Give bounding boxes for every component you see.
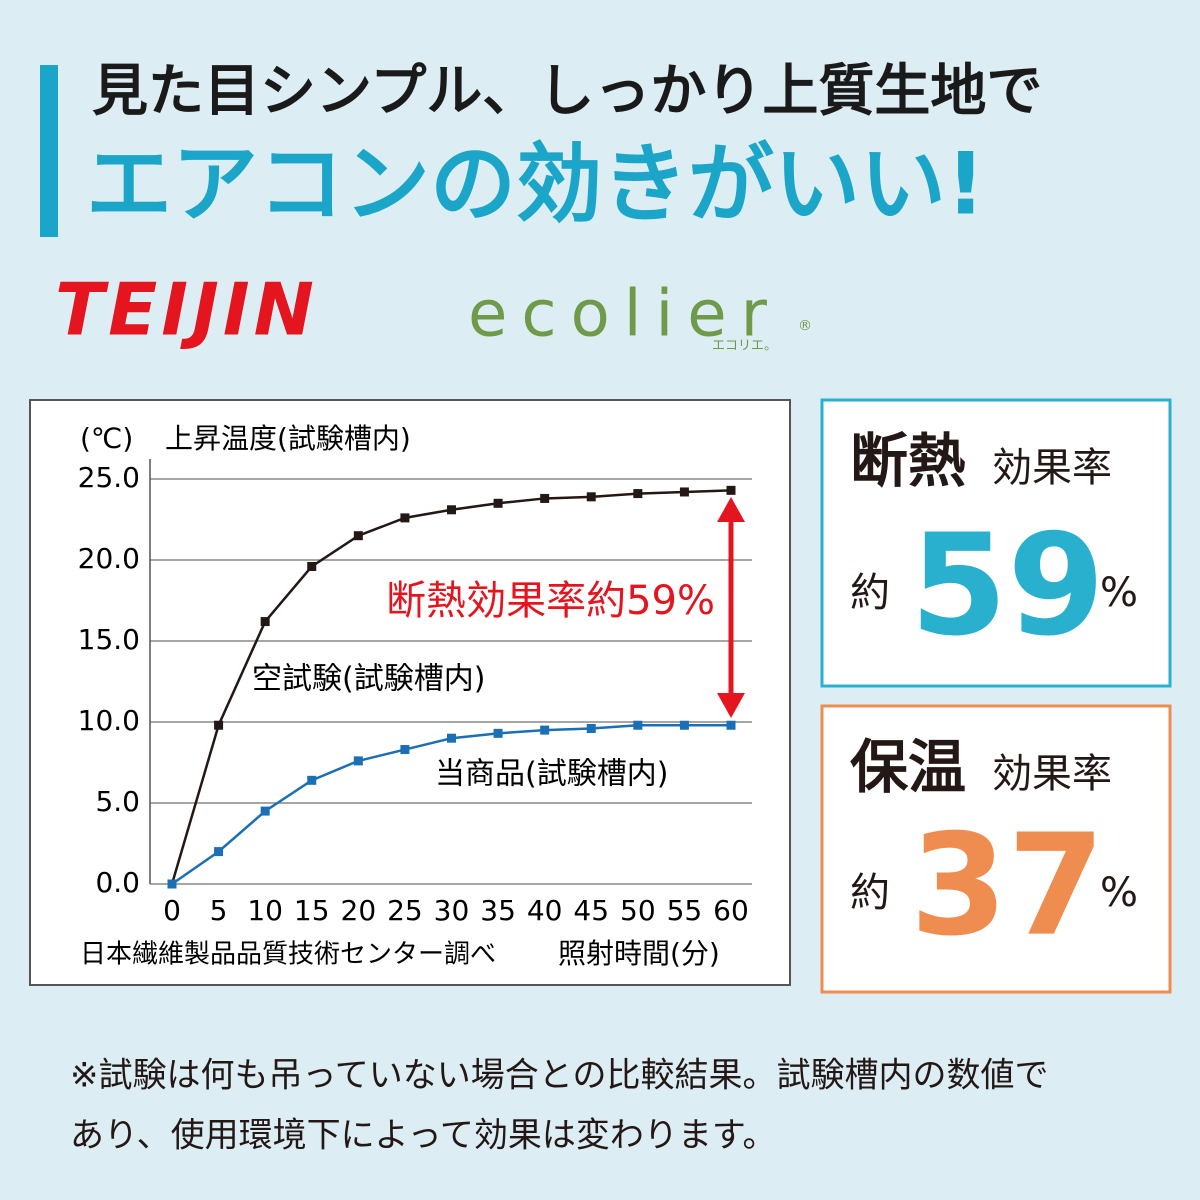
x-tick-label: 50 (620, 894, 656, 927)
point (540, 493, 550, 503)
x-tick-label: 60 (713, 894, 749, 927)
point (633, 489, 643, 499)
point (447, 733, 456, 743)
x-tick-label: 0 (163, 894, 181, 927)
point (586, 723, 596, 733)
series-label: 空試験(試験槽内) (252, 662, 485, 697)
point (540, 725, 550, 735)
x-tick-label: 40 (527, 894, 563, 927)
point (167, 879, 177, 889)
stat-value: 37 (910, 805, 1105, 968)
y-tick-label: 10.0 (78, 704, 140, 737)
stat-label: 断熱 (850, 427, 966, 495)
point (493, 498, 503, 508)
x-tick-label: 20 (341, 894, 377, 927)
logo-mark: ® (798, 318, 812, 334)
x-tick-label: 5 (210, 894, 228, 927)
heading-line1: 見た目シンプル、しっかり上質生地で (92, 59, 1042, 124)
logo-brand: TEIJIN (55, 268, 318, 352)
x-axis-label: 照射時間(分) (558, 937, 720, 970)
point (400, 745, 410, 755)
stat-unit: % (1100, 570, 1138, 616)
point (260, 806, 270, 816)
x-tick-label: 45 (573, 894, 609, 927)
x-tick-label: 10 (247, 894, 283, 927)
point (307, 561, 317, 571)
stat-prefix: 約 (850, 570, 890, 616)
stat-box (820, 398, 1172, 688)
source: 日本繊維製品品質技術センター調べ (80, 940, 496, 970)
x-tick-label: 55 (667, 894, 703, 927)
stat-box (820, 704, 1172, 994)
point (633, 720, 643, 730)
y-tick-label: 0.0 (95, 866, 140, 899)
series-label: 当商品(試験槽内) (435, 757, 668, 792)
logo-product: ecolier (468, 278, 781, 352)
point (214, 720, 224, 730)
point (214, 847, 224, 857)
stat-prefix: 約 (850, 870, 890, 916)
y-unit: (℃) (80, 422, 133, 455)
x-tick-label: 30 (434, 894, 470, 927)
point (353, 531, 363, 541)
chart: 0.0 5.0 10.0 15.0 20.0 25.0 0 5 10 15 20 25 30 35 40 45… (78, 459, 752, 927)
point (586, 492, 596, 502)
point (260, 617, 270, 627)
stat-unit: % (1100, 870, 1138, 916)
point (679, 487, 689, 497)
stat-sub: 効果率 (992, 445, 1112, 491)
footnote: あり、使用環境下によって効果は変わります。 (70, 1116, 777, 1156)
x-tick-label: 15 (294, 894, 330, 927)
arrow-head (717, 693, 745, 718)
y-tick-label: 20.0 (78, 542, 140, 575)
point (726, 720, 736, 730)
arrow-head (717, 497, 745, 522)
stat-value: 59 (910, 505, 1105, 668)
x-tick-label: 35 (480, 894, 516, 927)
y-tick-label: 25.0 (78, 461, 140, 494)
stat-label: 保温 (850, 733, 966, 801)
point (679, 720, 689, 730)
point (493, 728, 503, 738)
footnote: ※試験は何も吊っていない場合との比較結果。試験槽内の数値で (70, 1056, 1048, 1096)
y-tick-label: 5.0 (95, 785, 140, 818)
point (726, 485, 736, 495)
stat-sub: 効果率 (992, 751, 1112, 797)
point (353, 756, 363, 766)
accent-bar (40, 65, 58, 237)
y-tick-label: 15.0 (78, 623, 140, 656)
chart-frame (29, 399, 791, 986)
x-tick-label: 25 (387, 894, 423, 927)
logo-kana: エコリエ。 (712, 339, 777, 354)
y-axis-label: 上昇温度(試験槽内) (165, 422, 411, 455)
point (307, 775, 317, 785)
point (447, 505, 456, 515)
heading-line2: エアコンの効きがいい! (86, 134, 985, 234)
annotation: 断熱効果率約59% (386, 578, 715, 624)
point (400, 513, 410, 523)
